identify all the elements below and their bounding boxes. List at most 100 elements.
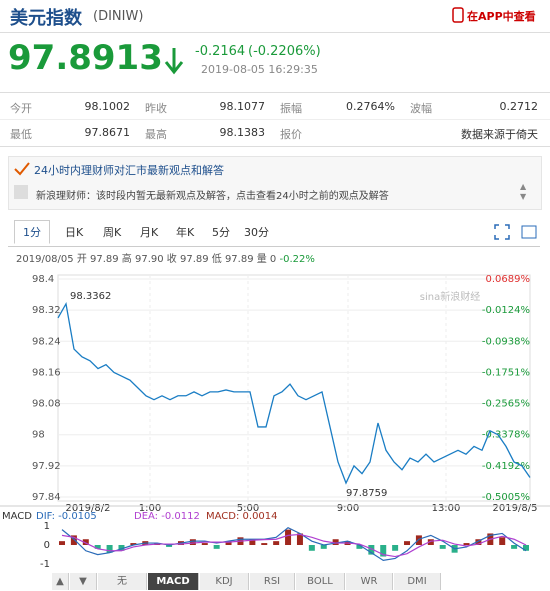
indicator-tab[interactable]: ▼ [70, 573, 97, 590]
macd-bar [201, 543, 208, 545]
dea-line [61, 533, 527, 558]
annotation: 98.3362 [70, 291, 111, 302]
stat-value: 0.2712 [499, 100, 539, 113]
y2-tick-label: -0.0124% [482, 305, 530, 316]
stat-value: 98.1002 [84, 100, 131, 113]
macd-bar [296, 533, 303, 545]
stat-value: 98.1383 [219, 126, 266, 139]
time: 2019-08-05 16:29:35 [201, 63, 318, 76]
advisor-message[interactable]: 新浪理财师：该时段内暂无最新观点及解答，点击查看24小时之前的观点及解答 [36, 191, 389, 202]
y-tick-label: 98 [32, 430, 45, 441]
macd-label: MACD [2, 511, 32, 522]
stat-label: 振幅 [280, 102, 302, 115]
macd-tick-label: -1 [40, 559, 50, 570]
stat-value: 97.8671 [84, 126, 131, 139]
stat-label: 波幅 [410, 102, 432, 115]
app-link[interactable]: 在APP中查看 [467, 10, 536, 23]
macd-bar [523, 545, 529, 551]
macd-tick-label: 1 [44, 521, 50, 532]
dif-line [61, 526, 527, 562]
info-change: -0.22% [279, 254, 315, 265]
macd-bar [475, 539, 482, 545]
y2-tick-label: -0.4192% [482, 461, 530, 472]
advisor-title[interactable]: 24小时内理财师对汇市最新观点和解答 [34, 164, 224, 177]
macd-bar [308, 545, 315, 551]
price: 97.8913 [8, 38, 163, 78]
macd-bar [415, 535, 422, 545]
macd-bar [261, 543, 268, 545]
stat-label: 报价 [280, 128, 302, 141]
macd-bar [332, 539, 339, 545]
y2-tick-label: -0.1751% [482, 367, 530, 378]
macd-label: DEA: -0.0112 [134, 511, 200, 522]
macd-bar [404, 541, 411, 545]
macd-bar [189, 539, 196, 545]
y-tick-label: 98.24 [32, 336, 61, 347]
indicator-tab[interactable]: 无 [98, 573, 147, 590]
y-tick-label: 97.84 [32, 492, 61, 503]
check-icon [14, 162, 30, 176]
phone-icon [452, 7, 464, 23]
tab-bar [8, 220, 540, 247]
x-tick-label: 2019/8/5 [493, 503, 538, 514]
tab[interactable]: 30分 [244, 226, 269, 239]
indicator-tab[interactable]: DMI [394, 573, 441, 590]
macd-bar [380, 545, 387, 557]
chart: sina新浪财经 98.4 98.32 98.24 98.16 98.08 98 97.92 9… [0, 274, 550, 570]
y2-tick-label: -0.3378% [482, 430, 530, 441]
divider [0, 32, 550, 33]
tool-icons[interactable] [494, 224, 538, 240]
macd-bar [94, 545, 101, 549]
macd-bar [285, 529, 292, 545]
y-tick-label: 98.08 [32, 399, 61, 410]
macd-bar [130, 543, 137, 545]
x-tick-label: 2019/8/2 [66, 503, 111, 514]
avatar [14, 185, 28, 199]
tab[interactable]: 月K [140, 226, 159, 239]
indicator-tab[interactable]: ▲ [52, 573, 69, 590]
macd-bar [166, 545, 173, 547]
tab[interactable]: 日K [65, 226, 84, 239]
indicator-tab[interactable]: RSI [250, 573, 295, 590]
macd-bar [356, 545, 363, 549]
macd-bar [70, 535, 77, 545]
tab[interactable]: 5分 [212, 226, 230, 239]
x-tick-label: 9:00 [337, 503, 359, 514]
plot-frame [57, 274, 531, 502]
macd-bar [213, 545, 220, 549]
indicator-tab[interactable]: MACD [148, 573, 199, 590]
macd-bar [249, 539, 256, 545]
macd-bar [106, 545, 113, 553]
indicator-tab[interactable]: WR [346, 573, 393, 590]
macd-bar [82, 539, 89, 545]
x-tick-label: 13:00 [432, 503, 461, 514]
y2-tick-label: 0.0689% [486, 274, 531, 285]
stat-value: 98.1077 [219, 100, 266, 113]
stat-label: 今开 [10, 102, 32, 115]
macd-bar [463, 543, 470, 545]
macd-bar [320, 545, 327, 549]
indicator-tab[interactable]: KDJ [200, 573, 249, 590]
macd-bar [118, 545, 125, 551]
macd-bar [59, 541, 65, 545]
annotation: 97.8759 [346, 488, 387, 499]
title: 美元指数 [10, 8, 82, 29]
macd-tick-label: 0 [44, 540, 50, 551]
scroll-arrows[interactable]: ▲ ▼ [520, 182, 527, 201]
macd-bar [499, 537, 506, 545]
x-tick-label: 1:00 [139, 503, 161, 514]
tab[interactable]: 1分 [14, 220, 50, 244]
tab[interactable]: 年K [176, 226, 195, 239]
macd-bar [392, 545, 399, 551]
divider [0, 146, 550, 147]
y-tick-label: 98.32 [32, 305, 61, 316]
stat-value: 0.2764% [346, 100, 395, 113]
y2-tick-label: -0.2565% [482, 399, 530, 410]
info-line: 2019/08/05 开 97.89 高 97.90 收 97.89 低 97.… [16, 250, 315, 265]
watermark: sina新浪财经 [420, 290, 480, 303]
tab[interactable]: 周K [103, 226, 122, 239]
down-arrow [164, 48, 184, 75]
change-pct: (-0.2206%) [248, 44, 321, 59]
indicator-tab[interactable]: BOLL [296, 573, 345, 590]
